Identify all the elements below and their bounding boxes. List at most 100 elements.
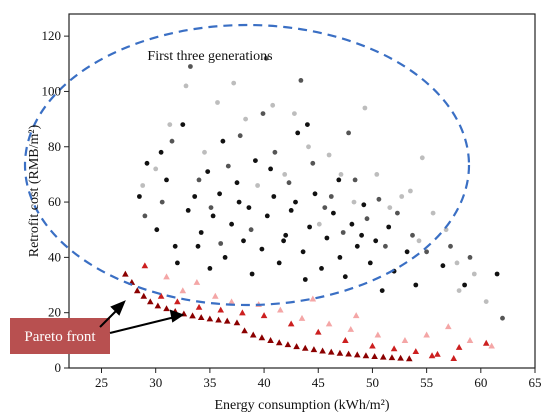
scatter-point <box>259 246 265 252</box>
scatter-point <box>234 180 240 186</box>
pareto-point <box>277 306 284 313</box>
y-tick-label: 20 <box>48 305 61 320</box>
scatter-point <box>153 166 159 172</box>
pareto-point <box>197 314 205 321</box>
pareto-point <box>401 337 409 343</box>
pareto-point <box>319 347 326 354</box>
scatter-point <box>292 111 297 116</box>
pareto-point <box>157 292 165 299</box>
pareto-point <box>179 287 187 294</box>
scatter-point <box>352 177 358 183</box>
scatter-point <box>306 144 311 150</box>
pareto-point <box>133 287 141 294</box>
pareto-point <box>189 312 196 319</box>
arrow-head-upper <box>110 300 126 316</box>
scatter-point <box>310 160 316 166</box>
y-axis-label: Retrofit cost (RMB/m²) <box>27 124 42 257</box>
scatter-point <box>298 78 304 83</box>
scatter-point <box>263 55 269 61</box>
pareto-point <box>284 341 292 348</box>
pareto-point <box>371 353 378 360</box>
scatter-point <box>198 230 204 235</box>
scatter-point <box>195 243 201 249</box>
scatter-point <box>408 188 413 194</box>
scatter-point <box>326 152 332 158</box>
pareto-front-label: Pareto front <box>10 318 110 354</box>
scatter-point <box>225 163 231 169</box>
scatter-point <box>379 288 385 293</box>
pareto-point <box>233 319 241 326</box>
scatter-point <box>202 149 207 155</box>
pareto-point <box>455 343 463 350</box>
pareto-point <box>228 298 235 305</box>
pareto-point <box>293 343 300 350</box>
scatter-point <box>215 100 220 105</box>
scatter-point <box>483 299 489 304</box>
scatter-point <box>205 169 211 175</box>
pareto-point <box>374 331 382 338</box>
pareto-point <box>379 353 387 360</box>
scatter-point <box>192 194 198 199</box>
scatter-point <box>367 260 373 266</box>
scatter-point <box>237 133 243 139</box>
scatter-point <box>255 183 260 188</box>
scatter-point <box>324 235 330 241</box>
x-tick-label: 55 <box>420 375 433 390</box>
pareto-point <box>397 354 404 361</box>
scatter-point <box>142 213 148 219</box>
scatter-point <box>159 199 165 205</box>
pareto-point <box>310 346 318 353</box>
scatter-point <box>386 224 392 230</box>
scatter-point <box>183 83 189 89</box>
pareto-point <box>362 352 370 359</box>
scatter-point <box>362 105 368 111</box>
pareto-point <box>412 348 420 355</box>
scatter-point <box>217 191 223 197</box>
scatter-point <box>231 80 237 86</box>
plot-frame <box>68 13 536 369</box>
x-axis-label: Energy consumption (kWh/m²) <box>214 398 389 413</box>
pareto-point <box>217 306 225 313</box>
ellipse-annotation: First three generations <box>147 49 272 64</box>
x-tick-label: 50 <box>366 375 379 390</box>
first-generations-ellipse <box>23 23 471 307</box>
scatter-point <box>404 249 410 255</box>
y-axis-ticks: 0 20 40 60 80 100 120 <box>42 28 69 375</box>
scatter-point <box>373 238 379 244</box>
scatter-point <box>361 202 367 208</box>
scatter-point <box>349 221 355 227</box>
pareto-point <box>223 317 231 324</box>
scatter-point <box>346 130 351 136</box>
scatter-point <box>270 102 276 108</box>
scatter-point <box>456 288 462 293</box>
pareto-point <box>325 320 333 327</box>
pareto-point <box>434 350 441 357</box>
scatter-point <box>316 221 322 227</box>
scatter-point <box>395 210 400 216</box>
scatter-point <box>276 260 282 266</box>
scatter-point <box>207 266 213 271</box>
pareto-point <box>287 320 295 327</box>
scatter-point <box>158 149 164 155</box>
scatter-point <box>229 221 235 227</box>
scatter-point <box>337 255 343 260</box>
arrow-head-lower <box>169 309 185 323</box>
x-tick-label: 35 <box>203 375 216 390</box>
scatter-point <box>220 138 226 144</box>
scatter-point <box>359 232 364 238</box>
scatter-point <box>236 199 242 205</box>
scatter-point <box>413 282 419 288</box>
scatter-point <box>376 196 382 202</box>
x-tick-label: 45 <box>312 375 325 390</box>
scatter-point <box>354 243 360 249</box>
pareto-point <box>428 352 436 359</box>
scatter-point <box>249 271 255 277</box>
scatter-point <box>188 64 193 69</box>
pareto-point <box>275 339 283 346</box>
scatter-point <box>307 224 312 230</box>
scatter-point <box>140 183 146 188</box>
pareto-point <box>163 273 170 280</box>
scatter-point <box>137 194 142 199</box>
pareto-point <box>301 344 309 351</box>
